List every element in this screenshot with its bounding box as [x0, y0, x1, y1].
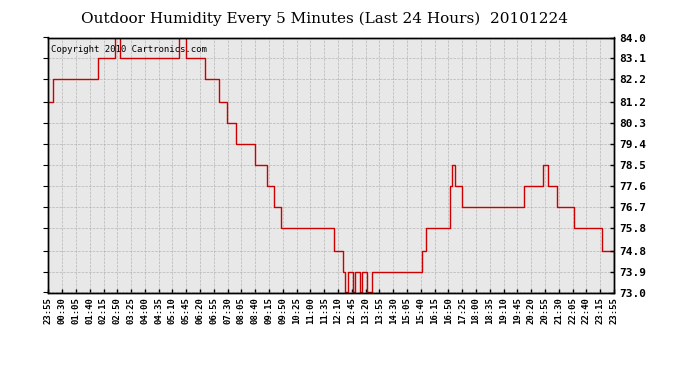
Text: Copyright 2010 Cartronics.com: Copyright 2010 Cartronics.com	[51, 45, 207, 54]
Text: Outdoor Humidity Every 5 Minutes (Last 24 Hours)  20101224: Outdoor Humidity Every 5 Minutes (Last 2…	[81, 11, 568, 26]
